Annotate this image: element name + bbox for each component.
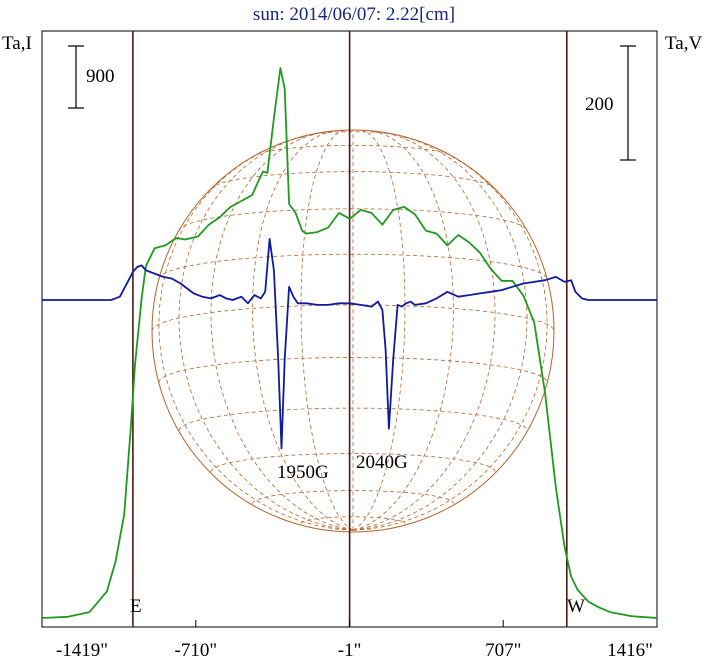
latitude-line <box>210 453 496 473</box>
longitude-line <box>352 134 528 531</box>
longitude-line <box>158 147 354 531</box>
limb-label-west: W <box>567 596 585 617</box>
x-tick-label: -710" <box>175 640 218 661</box>
y-axis-right-label: Ta,V <box>665 33 702 54</box>
latitude-line <box>252 145 454 159</box>
latitude-line <box>210 171 496 191</box>
y-axis-left-label: Ta,I <box>2 33 32 54</box>
series-line-1 <box>42 238 657 450</box>
longitude-line <box>352 131 496 531</box>
limb-label-east: E <box>130 596 142 617</box>
latitude-line <box>178 407 528 431</box>
longitude-line <box>300 130 354 531</box>
longitude-line <box>352 147 548 531</box>
annotation-1950g: 1950G <box>277 462 329 483</box>
x-tick-label: 707" <box>485 640 521 661</box>
longitude-line <box>352 130 406 531</box>
scale-bar-right-label: 200 <box>585 94 614 115</box>
scale-bar-right <box>620 45 636 161</box>
longitude-line <box>178 134 354 531</box>
solar-disk-grid <box>151 129 555 533</box>
reference-lines <box>132 31 568 627</box>
series-group <box>41 67 658 619</box>
longitude-line <box>210 131 354 531</box>
scale-bar-left-label: 900 <box>86 66 115 87</box>
x-axis-ticks: -1419" -710" -1" 707" 1416" <box>41 620 658 661</box>
x-tick-label: -1" <box>338 640 362 661</box>
series-line-0 <box>41 67 658 619</box>
x-tick-label: 1416" <box>607 640 653 661</box>
x-tick-label: -1419" <box>56 640 108 661</box>
chart-title: sun: 2014/06/07: 2.22[cm] <box>253 4 455 25</box>
scale-bar-left <box>68 45 84 109</box>
annotation-2040g: 2040G <box>356 452 408 473</box>
longitude-line <box>352 130 454 531</box>
longitude-line <box>252 130 354 531</box>
latitude-line <box>300 516 406 524</box>
